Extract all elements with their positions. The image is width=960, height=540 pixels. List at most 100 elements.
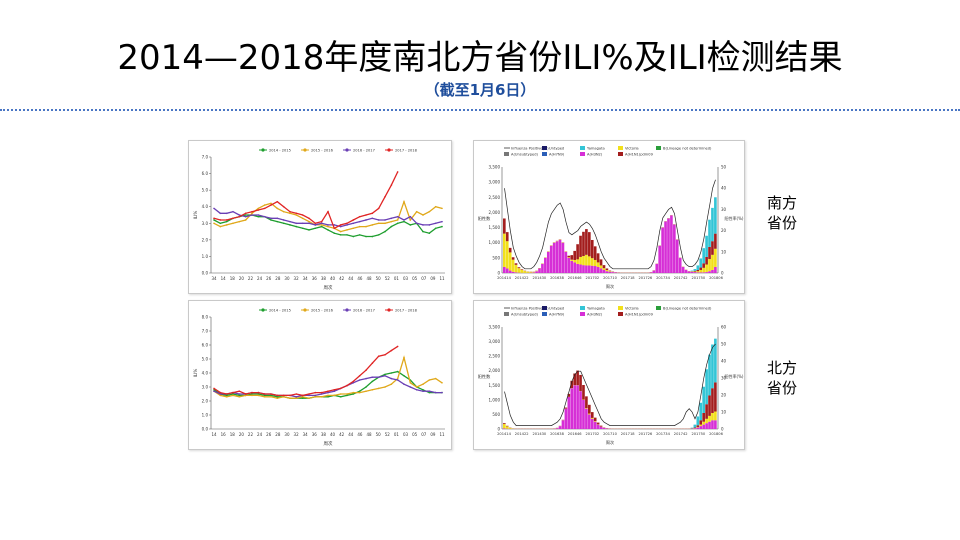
series-point (396, 379, 399, 381)
series-point (358, 390, 361, 392)
series-point (339, 396, 342, 398)
x-tick-label: 20 (239, 432, 245, 437)
series-point (390, 377, 393, 380)
legend-label: Influenza Positive(%) (511, 306, 549, 310)
x-tick-label: 16 (221, 432, 227, 437)
x-tick-label: 201646 (568, 432, 582, 436)
series-line (213, 370, 442, 399)
x-tick-label: 30 (284, 276, 290, 281)
stack-bar-h3n2 (681, 266, 685, 273)
x-tick-label: 18 (230, 432, 236, 437)
series-point (314, 222, 317, 225)
stack-bar-h1n1 (693, 427, 697, 429)
stack-bar-h1n1 (514, 263, 518, 265)
stack-bar-h1n1 (593, 417, 597, 422)
series-point (352, 393, 355, 395)
series-point (320, 224, 323, 226)
x-tick-label: 42 (339, 432, 345, 437)
y-tick-label: 500 (492, 255, 500, 260)
series-point (314, 396, 317, 398)
series-point (333, 224, 336, 226)
stack-bar-h1n1 (503, 423, 506, 425)
y-tick-label: 0.0 (202, 427, 209, 432)
stack-bar-h1n1 (599, 425, 603, 427)
series-point (219, 393, 222, 395)
series-point (390, 225, 393, 228)
stack-bar-h1n1 (505, 232, 509, 242)
series-point (219, 225, 222, 228)
y-tick-label: 1.0 (202, 254, 209, 259)
series-point (384, 222, 386, 225)
series-point (327, 394, 329, 397)
stack-bar-h1n1 (585, 229, 588, 255)
stack-bar-h1n1 (699, 267, 703, 270)
stack-bar-h3n2 (505, 268, 509, 273)
stack-bar-victoria (711, 254, 714, 270)
legend-label: 2016 - 2017 (353, 309, 375, 313)
series-point (327, 225, 329, 228)
stack-bar-h1n1 (582, 384, 585, 400)
stack-bar-h3n2 (675, 239, 679, 273)
stack-bar-h1n1 (508, 247, 512, 253)
series-point (371, 362, 374, 364)
series-point (352, 222, 355, 225)
legend-label: Untyped (549, 306, 564, 310)
series-point (384, 354, 386, 356)
series-line (213, 171, 399, 230)
x-tick-label: 46 (357, 276, 363, 281)
series-point (441, 382, 443, 384)
series-point (365, 225, 367, 228)
stack-bar-h3n2 (673, 224, 676, 273)
series-point (295, 214, 298, 216)
series-point (434, 377, 437, 380)
series-point (301, 214, 304, 216)
stack-bar-h3n2 (593, 421, 597, 429)
y-tick-label: 0 (497, 427, 500, 432)
stack-bar-h1n1 (570, 380, 574, 389)
series-point (358, 215, 361, 218)
stack-bar-h1n1 (705, 404, 708, 419)
series-point (320, 220, 323, 223)
stack-bar-h1n1 (599, 259, 603, 266)
series-point (428, 210, 431, 213)
series-point (238, 214, 241, 216)
series-point (371, 224, 374, 226)
series-point (257, 207, 260, 210)
stack-bar-yamagata (711, 207, 714, 242)
series-point (276, 397, 279, 399)
stack-bar-h1n1 (585, 396, 588, 409)
stack-bar-h1n1 (579, 235, 582, 257)
stack-bar-h3n2 (558, 426, 562, 429)
series-point (244, 393, 247, 395)
stack-bar-victoria (503, 233, 506, 267)
y-tick-label: 3,500 (489, 325, 501, 330)
stack-bar-h3n2 (714, 266, 717, 273)
y-axis-title: ILI% (193, 211, 198, 220)
stack-bar-h3n2 (582, 399, 585, 429)
series-point (384, 375, 386, 377)
stack-bar-h3n2 (658, 245, 662, 273)
series-point (314, 391, 317, 394)
y-axis-title: 阳性数 (478, 373, 491, 380)
stack-bar-h3n2 (702, 272, 705, 273)
series-point (282, 210, 285, 213)
stack-bar-victoria (503, 424, 506, 429)
series-point (225, 394, 228, 397)
y2-tick-label: 50 (721, 342, 727, 347)
x-tick-label: 30 (284, 432, 290, 437)
series-point (371, 217, 374, 220)
series-point (441, 220, 443, 223)
stack-bar-victoria (526, 271, 530, 273)
series-point (409, 382, 412, 384)
series-point (320, 396, 323, 398)
series-point (377, 219, 380, 221)
stack-bar-h3n2 (585, 408, 588, 429)
series-point (409, 215, 412, 218)
stack-bar-yamagata (702, 386, 705, 413)
north-ili-chart-panel: 2014 - 2015 2015 - 2016 2016 - 2017 2017 - … (188, 300, 452, 450)
stack-bar-h1n1 (579, 374, 582, 391)
series-point (422, 214, 424, 216)
stack-bar-h3n2 (511, 271, 515, 273)
stack-bar-h1n1 (605, 268, 609, 270)
x-tick-label: 201710 (603, 276, 617, 280)
